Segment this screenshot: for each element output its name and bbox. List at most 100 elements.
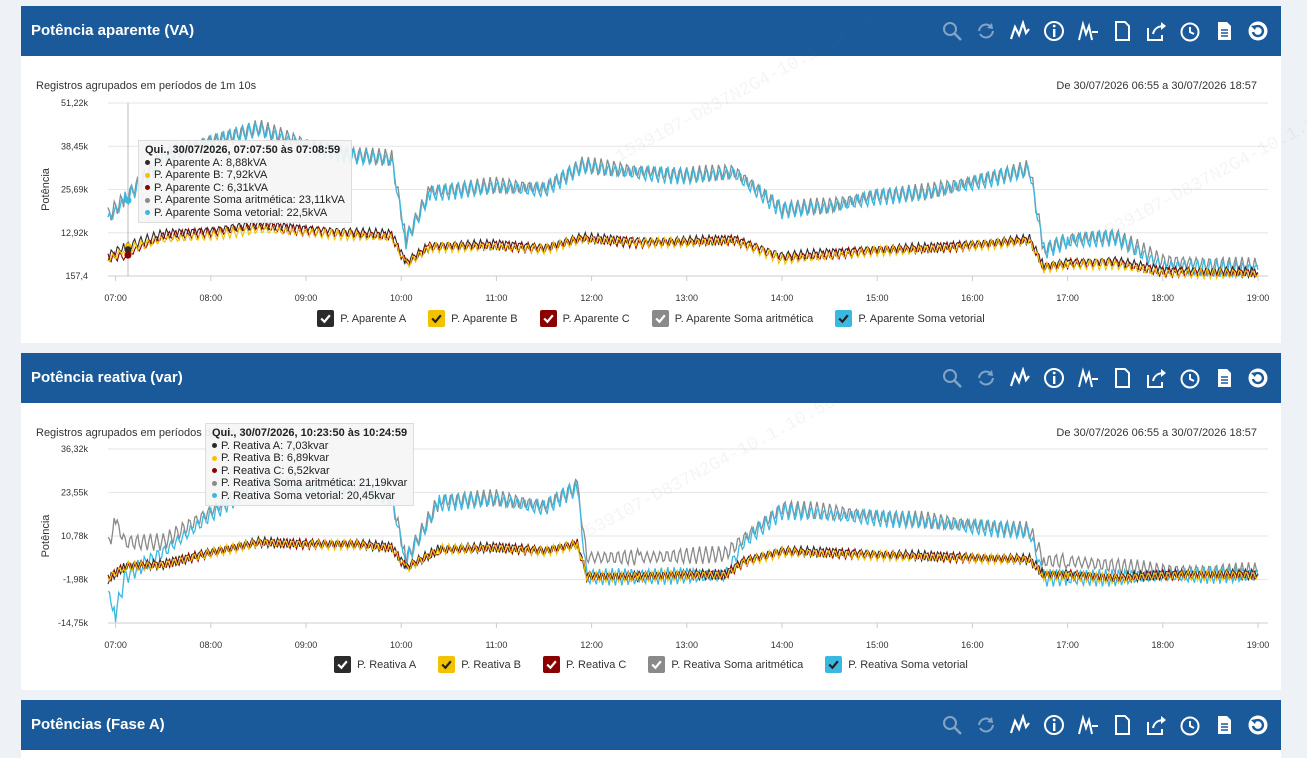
series-line[interactable] [107, 535, 1259, 585]
panel-title: Potências (Fase A) [31, 716, 165, 733]
refresh-icon[interactable] [973, 18, 999, 44]
checkbox-icon[interactable] [825, 656, 843, 673]
series-line[interactable] [107, 536, 1259, 584]
zoom-icon[interactable] [939, 18, 965, 44]
report-icon[interactable] [1211, 712, 1237, 738]
x-tick-label: 09:00 [295, 640, 318, 650]
line-chart-icon[interactable] [1007, 712, 1033, 738]
tooltip-line: P. Aparente B: 7,92kVA [145, 169, 345, 182]
series-dot-icon [212, 493, 217, 499]
legend-label: P. Reativa A [357, 658, 417, 671]
x-tick-label: 11:00 [485, 293, 507, 303]
series-line[interactable] [107, 537, 1259, 586]
checkbox-icon[interactable] [334, 656, 352, 673]
tooltip-line-text: P. Aparente Soma vetorial: 22,5kVA [154, 206, 328, 219]
tooltip-line-text: P. Aparente Soma aritmética: 23,11kVA [154, 194, 345, 206]
line-chart-icon[interactable] [1007, 18, 1033, 44]
y-tick-label: 10,78k [61, 531, 89, 541]
apparent-power-chart[interactable]: 51,22k 38,45k 25,69k 12,92k 157,4 Potência 07:… [21, 56, 1281, 306]
series-dot-icon [145, 160, 150, 166]
panel-header: Potência aparente (VA) [21, 6, 1281, 56]
legend-item[interactable]: P. Aparente Soma aritmética [651, 310, 813, 327]
x-tick-label: 13:00 [676, 640, 699, 650]
tooltip-line: P. Aparente C: 6,31kVA [145, 182, 345, 195]
peak-icon[interactable] [1075, 712, 1101, 738]
zoom-icon[interactable] [939, 712, 965, 738]
legend-item[interactable]: P. Aparente Soma vetorial [835, 310, 985, 327]
report-icon[interactable] [1211, 18, 1237, 44]
chart-legend: P. Reativa A P. Reativa B P. Reativa C P. R… [21, 656, 1281, 673]
clock-icon[interactable] [1177, 18, 1203, 44]
document-icon[interactable] [1109, 365, 1135, 391]
tooltip-line-text: P. Reativa C: 6,52kvar [221, 464, 330, 477]
tooltip-line-text: P. Aparente B: 7,92kVA [154, 169, 268, 181]
x-tick-label: 19:00 [1247, 640, 1270, 650]
series-line[interactable] [107, 224, 1259, 281]
series-line[interactable] [107, 217, 1259, 280]
hover-point [124, 196, 132, 204]
x-tick-label: 08:00 [200, 640, 223, 650]
legend-item[interactable]: P. Aparente A [317, 310, 406, 327]
legend-item[interactable]: P. Reativa Soma aritmética [648, 656, 803, 673]
share-icon[interactable] [1143, 712, 1169, 738]
zoom-icon[interactable] [939, 365, 965, 391]
series-line[interactable] [107, 221, 1259, 279]
hover-point [124, 251, 132, 259]
restore-icon[interactable] [1245, 365, 1271, 391]
report-icon[interactable] [1211, 365, 1237, 391]
x-tick-label: 07:00 [104, 640, 127, 650]
y-tick-label: 25,69k [61, 184, 89, 194]
panel-title: Potência reativa (var) [31, 369, 183, 386]
checkbox-icon[interactable] [835, 310, 853, 327]
panel-header: Potências (Fase A) [21, 700, 1281, 750]
peak-icon[interactable] [1075, 365, 1101, 391]
x-tick-label: 19:00 [1247, 293, 1270, 303]
tooltip-line: P. Reativa C: 6,52kvar [212, 465, 407, 478]
hover-point [124, 246, 132, 254]
y-tick-label: -14,75k [58, 618, 89, 628]
clock-icon[interactable] [1177, 712, 1203, 738]
legend-item[interactable]: P. Reativa A [334, 656, 416, 673]
checkbox-icon[interactable] [317, 310, 335, 327]
legend-label: P. Aparente A [340, 312, 407, 325]
line-chart-icon[interactable] [1007, 365, 1033, 391]
info-icon[interactable] [1041, 365, 1067, 391]
checkbox-icon[interactable] [651, 310, 669, 327]
legend-item[interactable]: P. Reativa C [543, 656, 626, 673]
series-dot-icon [212, 468, 217, 474]
restore-icon[interactable] [1245, 18, 1271, 44]
y-tick-label: 23,55k [61, 488, 89, 498]
x-tick-label: 09:00 [295, 293, 318, 303]
checkbox-icon[interactable] [648, 656, 666, 673]
x-tick-label: 18:00 [1152, 293, 1175, 303]
refresh-icon[interactable] [973, 712, 999, 738]
info-icon[interactable] [1041, 712, 1067, 738]
checkbox-icon[interactable] [539, 310, 557, 327]
clock-icon[interactable] [1177, 365, 1203, 391]
series-dot-icon [145, 172, 150, 178]
legend-item[interactable]: P. Reativa Soma vetorial [825, 656, 968, 673]
legend-item[interactable]: P. Aparente B [428, 310, 518, 327]
panel-header: Potência reativa (var) [21, 353, 1281, 403]
tooltip-line: P. Aparente A: 8,88kVA [145, 157, 345, 170]
info-icon[interactable] [1041, 18, 1067, 44]
share-icon[interactable] [1143, 18, 1169, 44]
x-tick-label: 18:00 [1152, 640, 1175, 650]
peak-icon[interactable] [1075, 18, 1101, 44]
legend-item[interactable]: P. Reativa B [438, 656, 521, 673]
checkbox-icon[interactable] [428, 310, 446, 327]
checkbox-icon[interactable] [543, 656, 561, 673]
restore-icon[interactable] [1245, 712, 1271, 738]
y-axis-label: Potência [40, 167, 52, 211]
x-tick-label: 16:00 [961, 293, 984, 303]
document-icon[interactable] [1109, 712, 1135, 738]
y-tick-label: 38,45k [61, 141, 89, 151]
tooltip-title: Qui., 30/07/2026, 10:23:50 às 10:24:59 [212, 427, 408, 439]
legend-item[interactable]: P. Aparente C [539, 310, 630, 327]
document-icon[interactable] [1109, 18, 1135, 44]
reactive-power-chart[interactable]: 36,32k 23,55k 10,78k -1,98k -14,75k Potência 0… [21, 403, 1281, 653]
checkbox-icon[interactable] [438, 656, 456, 673]
share-icon[interactable] [1143, 365, 1169, 391]
legend-label: P. Reativa Soma vetorial [848, 658, 968, 671]
refresh-icon[interactable] [973, 365, 999, 391]
